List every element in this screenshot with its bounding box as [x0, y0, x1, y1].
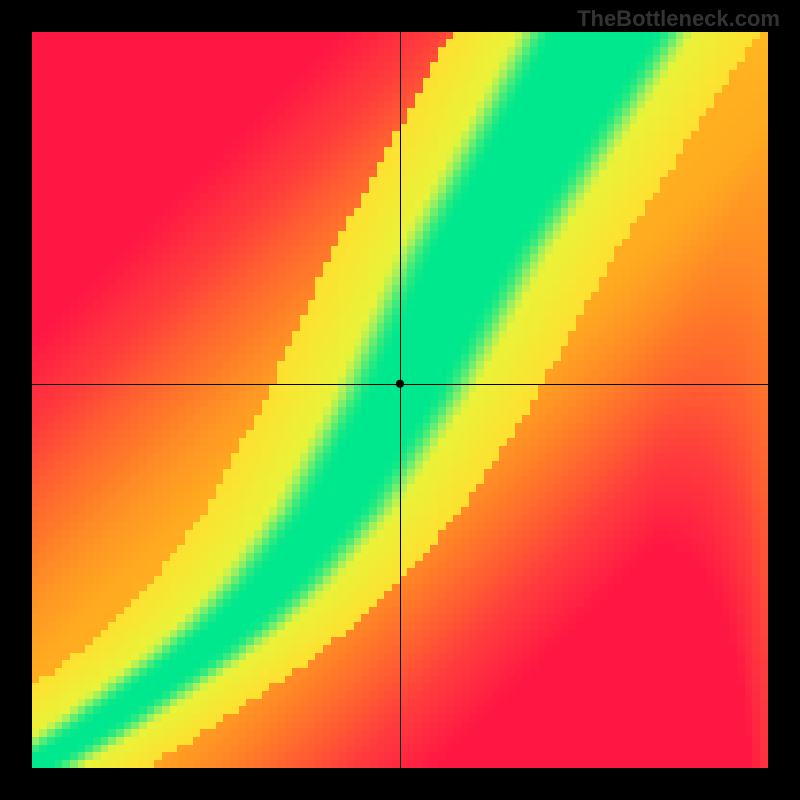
bottleneck-heatmap — [32, 32, 768, 768]
chart-container: TheBottleneck.com — [0, 0, 800, 800]
watermark-text: TheBottleneck.com — [577, 6, 780, 32]
